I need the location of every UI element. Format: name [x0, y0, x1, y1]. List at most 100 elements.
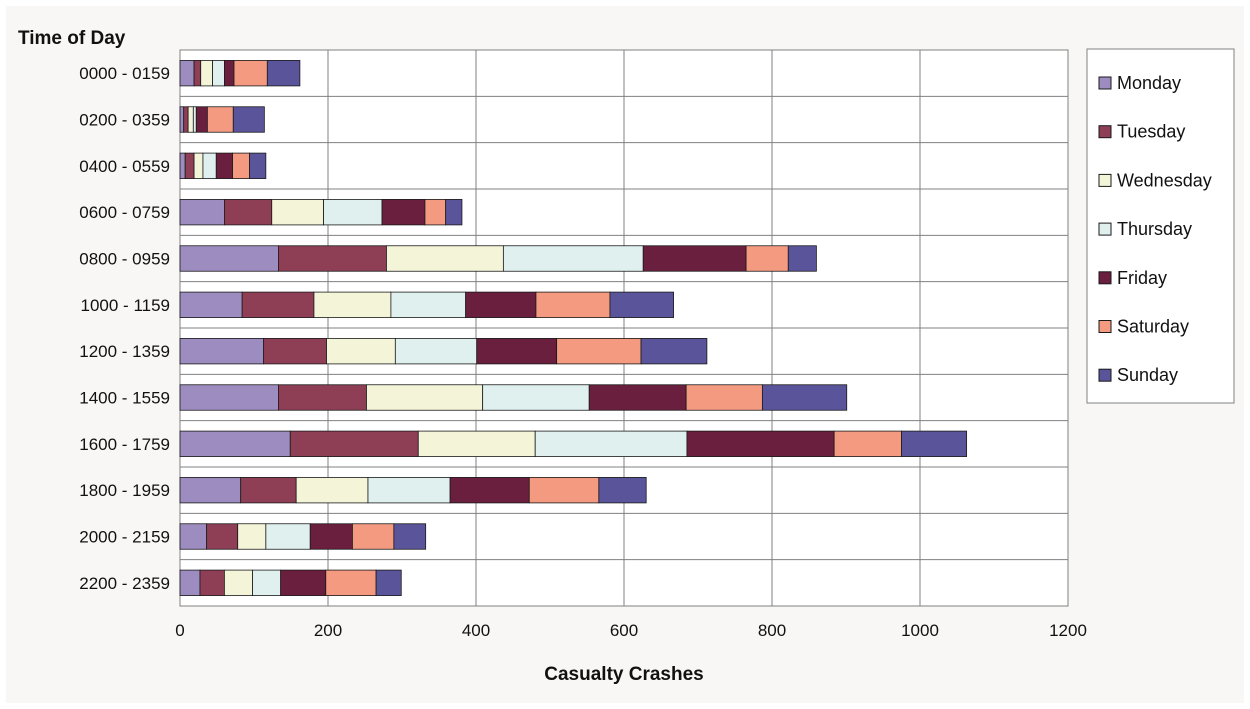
bar-segment-friday	[588, 384, 687, 411]
bar-segment-saturday	[745, 245, 789, 272]
legend-swatch-saturday	[1098, 320, 1112, 333]
x-tick-labels: 0 200 400 600 800 1000 1200	[175, 621, 1087, 640]
bar-segment-monday	[179, 338, 265, 365]
bar-segment-sunday	[901, 430, 968, 457]
y-tick-label: 0400 - 0559	[79, 157, 170, 176]
legend-label-saturday: Saturday	[1117, 317, 1189, 337]
bar-segment-wednesday	[200, 60, 213, 87]
bar-segment-wednesday	[271, 199, 324, 226]
bar-segment-friday	[449, 477, 530, 504]
legend-label-sunday: Sunday	[1117, 365, 1178, 385]
bar-segment-wednesday	[193, 152, 204, 179]
legend-label-tuesday: Tuesday	[1117, 122, 1185, 142]
bar-segment-monday	[179, 430, 291, 457]
legend-swatch-sunday	[1098, 368, 1112, 382]
bar-segment-wednesday	[313, 291, 392, 318]
bar-segment-monday	[179, 106, 185, 133]
bar-segment-tuesday	[183, 106, 189, 133]
bar-segment-friday	[309, 523, 353, 550]
bar-segment-sunday	[266, 60, 301, 87]
legend-label-monday: Monday	[1117, 73, 1181, 93]
y-tick-label: 1400 - 1559	[79, 389, 170, 408]
bar-segment-friday	[223, 60, 235, 87]
y-tick-label: 1600 - 1759	[79, 435, 170, 454]
bar-segment-tuesday	[278, 245, 387, 272]
bar-segment-saturday	[535, 291, 611, 318]
x-tick-label: 200	[314, 621, 342, 640]
bar-segment-saturday	[424, 199, 447, 226]
x-tick-label: 1200	[1049, 621, 1087, 640]
bar-segment-thursday	[367, 477, 451, 504]
bar-segment-monday	[179, 291, 243, 318]
bar-segment-thursday	[482, 384, 590, 411]
bar-segment-thursday	[212, 60, 225, 87]
y-tick-labels: 0000 - 0159 0200 - 0359 0400 - 0559 0600 - …	[79, 64, 170, 593]
x-tick-label: 400	[462, 621, 490, 640]
legend-swatch-wednesday	[1098, 173, 1112, 187]
y-tick-label: 2200 - 2359	[79, 574, 170, 593]
bar-segment-wednesday	[386, 245, 504, 272]
bar-segment-sunday	[787, 245, 817, 272]
bar-segment-sunday	[609, 291, 674, 318]
bar-segment-monday	[179, 523, 208, 550]
bar-segment-tuesday	[289, 430, 419, 457]
bar-segment-sunday	[445, 199, 463, 226]
bar-segment-sunday	[598, 477, 647, 504]
bar-segment-tuesday	[240, 477, 297, 504]
bar-segment-thursday	[202, 152, 217, 179]
bar-segment-friday	[686, 430, 835, 457]
bar-segment-thursday	[502, 245, 644, 272]
bar-segment-thursday	[192, 106, 197, 133]
bar-segment-friday	[642, 245, 747, 272]
bar-segment-friday	[465, 291, 537, 318]
y-tick-label: 1800 - 1959	[79, 481, 170, 500]
bar-segment-tuesday	[223, 199, 273, 226]
bar-segment-saturday	[833, 430, 902, 457]
bars-group	[179, 60, 968, 596]
legend-swatch-thursday	[1098, 222, 1112, 236]
bar-segment-tuesday	[278, 384, 367, 411]
bar-segment-wednesday	[295, 477, 369, 504]
legend-label-friday: Friday	[1117, 268, 1167, 288]
legend-label-wednesday: Wednesday	[1117, 170, 1212, 190]
bar-segment-saturday	[528, 477, 600, 504]
y-tick-label: 0800 - 0959	[79, 250, 170, 269]
legend-swatch-monday	[1098, 76, 1112, 90]
bar-segment-saturday	[556, 338, 642, 365]
legend-label-thursday: Thursday	[1117, 219, 1192, 239]
stacked-bar-chart: 0000 - 0159 0200 - 0359 0400 - 0559 0600 - …	[18, 28, 1235, 685]
bar-segment-friday	[195, 106, 208, 133]
legend-swatch-friday	[1098, 271, 1112, 285]
bar-segment-tuesday	[199, 569, 225, 596]
bar-segment-wednesday	[223, 569, 253, 596]
x-tick-label: 0	[175, 621, 184, 640]
bar-segment-monday	[179, 152, 186, 179]
y-tick-label: 0600 - 0759	[79, 203, 170, 222]
bar-segment-tuesday	[263, 338, 327, 365]
bar-segment-friday	[476, 338, 558, 365]
bar-segment-monday	[179, 384, 279, 411]
y-tick-label: 1000 - 1159	[81, 296, 170, 315]
bar-segment-friday	[280, 569, 327, 596]
bar-segment-monday	[179, 245, 279, 272]
bar-segment-wednesday	[237, 523, 267, 550]
bar-segment-saturday	[685, 384, 763, 411]
y-tick-label: 2000 - 2159	[79, 528, 170, 547]
bar-segment-sunday	[375, 569, 402, 596]
bar-segment-wednesday	[366, 384, 484, 411]
bar-segment-wednesday	[187, 106, 194, 133]
bar-segment-friday	[215, 152, 233, 179]
bar-segment-thursday	[390, 291, 467, 318]
bar-segment-sunday	[761, 384, 848, 411]
x-axis-title: Casualty Crashes	[544, 664, 703, 685]
bar-segment-thursday	[265, 523, 311, 550]
grid-lines	[179, 50, 1069, 606]
x-tick-label: 800	[758, 621, 786, 640]
bar-segment-tuesday	[184, 152, 195, 179]
bar-segment-tuesday	[193, 60, 202, 87]
y-tick-label: 0200 - 0359	[79, 111, 170, 130]
bar-segment-wednesday	[326, 338, 396, 365]
y-axis-title: Time of Day	[18, 28, 126, 49]
y-tick-label: 1200 - 1359	[79, 342, 170, 361]
legend-swatch-tuesday	[1098, 125, 1112, 139]
